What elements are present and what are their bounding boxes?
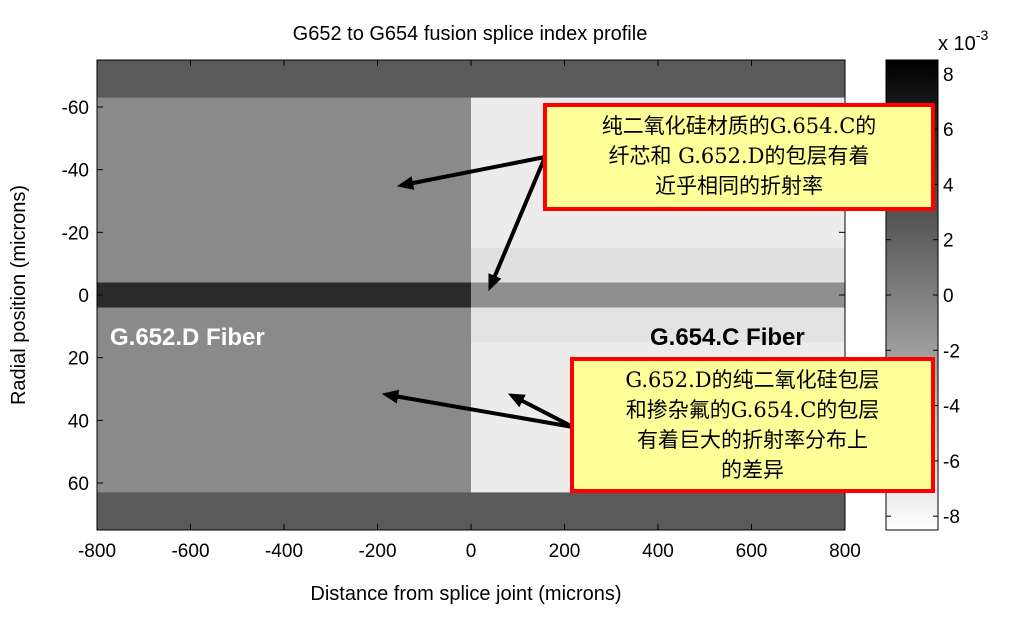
arrow-line	[406, 155, 546, 187]
chart-title: G652 to G654 fusion splice index profile	[293, 23, 648, 45]
colorbar-tick-label: -4	[943, 397, 960, 418]
heatmap-region	[471, 248, 845, 283]
arrow-line	[511, 394, 574, 429]
arrow-line	[490, 156, 547, 283]
colorbar-tick-label: -2	[943, 341, 960, 362]
heatmap-region	[97, 282, 471, 308]
x-tick-label: 0	[466, 541, 477, 562]
arrow-head	[507, 393, 526, 408]
x-axis-label: Distance from splice joint (microns)	[310, 583, 621, 605]
y-tick-label: 60	[68, 474, 89, 495]
colorbar-tick-label: 6	[943, 120, 954, 141]
colorbar-tick-label: 0	[943, 286, 954, 307]
colorbar-tick-label: 8	[943, 65, 954, 86]
x-tick-label: -800	[78, 541, 116, 562]
colorbar-tick-label: -6	[943, 452, 960, 473]
y-tick-label: -20	[62, 223, 89, 244]
note-line: 近乎相同的折射率	[655, 174, 823, 198]
note-line: 有着巨大的折射率分布上	[637, 428, 868, 452]
x-tick-label: -400	[265, 541, 303, 562]
note-line: 的差异	[721, 458, 784, 482]
y-tick-label: -40	[62, 161, 89, 182]
x-tick-label: -600	[171, 541, 209, 562]
annotation-top: 纯二氧化硅材质的G.654.C的 纤芯和 G.652.D的包层有着 近乎相同的折…	[543, 103, 935, 211]
right-fiber-label: G.654.C Fiber	[650, 324, 805, 351]
heatmap-region	[471, 307, 845, 342]
y-axis-label: Radial position (microns)	[8, 185, 30, 405]
y-tick-label: 40	[68, 411, 89, 432]
y-tick-label: -60	[62, 98, 89, 119]
x-tick-label: 800	[829, 541, 861, 562]
note-line: 纤芯和 G.652.D的包层有着	[608, 144, 870, 168]
heatmap-region	[471, 282, 845, 308]
note-line: 和掺杂氟的G.654.C的包层	[625, 398, 880, 422]
y-tick-label: 0	[78, 286, 89, 307]
x-tick-label: 600	[736, 541, 768, 562]
left-fiber-label: G.652.D Fiber	[110, 324, 265, 351]
note-line: 纯二氧化硅材质的G.654.C的	[601, 114, 877, 138]
colorbar-tick-label: 4	[943, 175, 954, 196]
colorbar-multiplier: x 10-3	[938, 27, 988, 55]
x-tick-label: 400	[642, 541, 674, 562]
colorbar-tick-label: -8	[943, 507, 960, 528]
x-tick-label: 200	[549, 541, 581, 562]
y-tick-label: 20	[68, 349, 89, 370]
arrow-head	[396, 176, 415, 190]
x-tick-label: -200	[358, 541, 396, 562]
arrow-head	[381, 389, 400, 404]
arrow-line	[394, 394, 574, 429]
arrow-head	[488, 273, 502, 292]
colorbar-tick-label: 2	[943, 231, 954, 252]
annotation-bottom: G.652.D的纯二氧化硅包层 和掺杂氟的G.654.C的包层 有着巨大的折射率…	[570, 357, 935, 493]
note-line: G.652.D的纯二氧化硅包层	[625, 368, 880, 392]
